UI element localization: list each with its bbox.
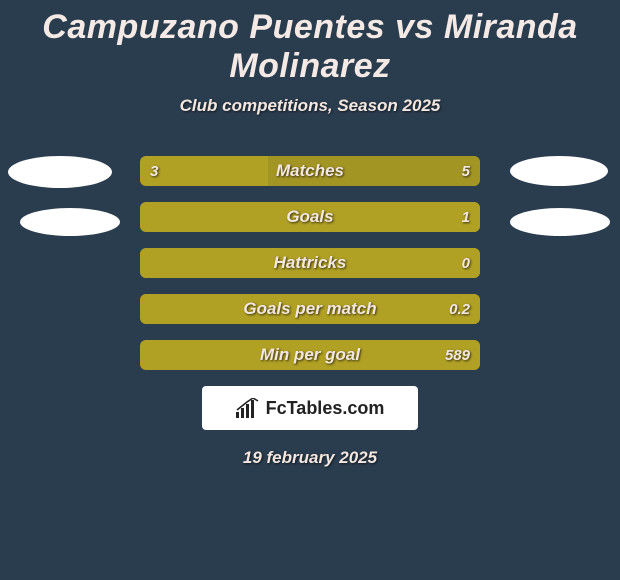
page-subtitle: Club competitions, Season 2025 bbox=[0, 96, 620, 116]
stat-bar-left bbox=[140, 248, 480, 278]
stat-bar-left bbox=[140, 294, 480, 324]
stat-bar-left bbox=[140, 156, 268, 186]
date-line: 19 february 2025 bbox=[0, 448, 620, 468]
page-title: Campuzano Puentes vs Miranda Molinarez bbox=[0, 0, 620, 86]
stat-bar-left bbox=[140, 340, 480, 370]
stat-bar-left bbox=[140, 202, 480, 232]
chart-icon bbox=[236, 398, 260, 418]
stat-row: Hattricks0 bbox=[140, 248, 480, 278]
stat-row: Goals1 bbox=[140, 202, 480, 232]
stat-row: Matches35 bbox=[140, 156, 480, 186]
stat-bars: Matches35 Goals1 Hattricks0 Goals per match… bbox=[140, 156, 480, 370]
brand-text: FcTables.com bbox=[266, 398, 385, 419]
comparison-infographic: Campuzano Puentes vs Miranda Molinarez C… bbox=[0, 0, 620, 580]
player-left-logo-secondary bbox=[20, 208, 120, 236]
player-left-logo bbox=[8, 156, 112, 188]
stat-row: Goals per match0.2 bbox=[140, 294, 480, 324]
brand-box[interactable]: FcTables.com bbox=[202, 386, 418, 430]
player-right-logo bbox=[510, 156, 608, 186]
stat-row: Min per goal589 bbox=[140, 340, 480, 370]
chart-area: Matches35 Goals1 Hattricks0 Goals per match… bbox=[0, 156, 620, 468]
stat-bar-right bbox=[268, 156, 481, 186]
player-right-logo-secondary bbox=[510, 208, 610, 236]
